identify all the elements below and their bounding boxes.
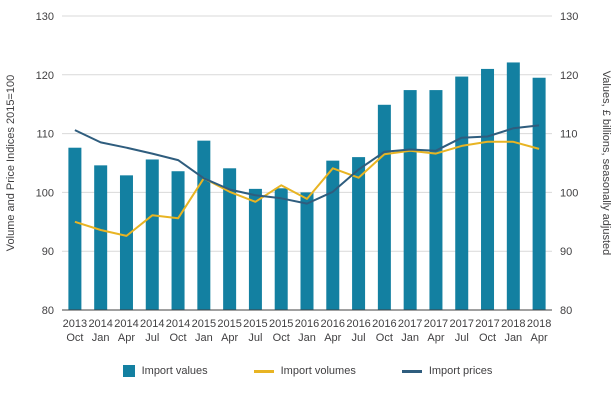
x-tick-month: Apr: [324, 332, 341, 344]
legend-label-import-prices: Import prices: [428, 365, 493, 377]
line-import-volumes: [74, 140, 540, 237]
x-tick-year: 2014: [88, 318, 112, 330]
bar-import-values: [197, 140, 211, 310]
y-tick-label-right: 120: [560, 70, 578, 82]
legend-item-import-prices: Import prices: [401, 365, 493, 377]
chart-legend: Import values Import volumes Import pric…: [0, 365, 615, 377]
x-tick-month: Oct: [479, 332, 496, 344]
x-tick-year: 2018: [527, 318, 551, 330]
x-tick-month: Oct: [273, 332, 290, 344]
legend-item-import-volumes: Import volumes: [253, 365, 356, 377]
x-tick-year: 2015: [217, 318, 241, 330]
x-tick-month: Oct: [376, 332, 393, 344]
bar-import-values: [532, 77, 546, 311]
y-tick-label-left: 110: [36, 129, 54, 141]
bar-import-values: [403, 90, 417, 310]
x-tick-year: 2017: [475, 318, 499, 330]
y-tick-label-left: 100: [36, 187, 54, 199]
x-tick-year: 2017: [398, 318, 422, 330]
x-tick-month: Jul: [455, 332, 469, 344]
bar-import-values: [506, 62, 520, 311]
x-tick-year: 2014: [140, 318, 164, 330]
bar-import-values: [352, 157, 366, 310]
x-tick-month: Oct: [66, 332, 83, 344]
x-tick-year: 2016: [372, 318, 396, 330]
x-tick-month: Apr: [118, 332, 135, 344]
bar-import-values: [274, 188, 288, 310]
y-tick-label-right: 100: [560, 187, 578, 199]
y-tick-label-left: 130: [36, 11, 54, 23]
bar-import-values: [300, 192, 314, 310]
x-tick-year: 2017: [424, 318, 448, 330]
bar-import-values: [223, 168, 237, 310]
x-tick-year: 2016: [321, 318, 345, 330]
x-tick-month: Jul: [145, 332, 159, 344]
x-tick-month: Jul: [352, 332, 366, 344]
bar-import-values: [455, 76, 469, 311]
y-tick-label-left: 80: [42, 305, 54, 317]
y-tick-label-left: 90: [42, 246, 54, 258]
import-values-swatch-icon: [122, 365, 135, 377]
x-tick-month: Apr: [221, 332, 238, 344]
x-tick-year: 2013: [63, 318, 87, 330]
x-tick-month: Jan: [401, 332, 419, 344]
bar-import-values: [377, 104, 391, 311]
legend-item-import-values: Import values: [122, 365, 208, 377]
y-tick-label-right: 80: [560, 305, 572, 317]
bar-import-values: [94, 165, 108, 310]
x-tick-year: 2016: [346, 318, 370, 330]
x-tick-month: Jan: [504, 332, 522, 344]
bar-import-values: [119, 175, 133, 310]
x-tick-month: Jan: [92, 332, 110, 344]
legend-label-import-volumes: Import volumes: [280, 365, 356, 377]
bar-import-values: [429, 90, 443, 310]
x-tick-year: 2015: [192, 318, 216, 330]
left-axis-title: Volume and Price Indices 2015=100: [5, 75, 17, 251]
x-tick-month: Apr: [531, 332, 548, 344]
x-tick-month: Oct: [169, 332, 186, 344]
x-tick-month: Apr: [427, 332, 444, 344]
import-indices-chart: Volume and Price Indices 2015=100 Values…: [5, 11, 612, 344]
legend-label-import-values: Import values: [141, 365, 208, 377]
x-tick-year: 2017: [449, 318, 473, 330]
bar-import-values: [248, 188, 262, 310]
bar-import-values: [481, 68, 495, 310]
x-tick-year: 2015: [243, 318, 267, 330]
bar-import-values: [326, 160, 340, 310]
x-tick-year: 2015: [269, 318, 293, 330]
bar-import-values: [145, 159, 159, 310]
y-tick-label-right: 90: [560, 246, 572, 258]
y-tick-label-right: 130: [560, 11, 578, 23]
plot-area: 80 80 90 90 100 100 110 110 120 120 130 130 2013 Oct 2…: [36, 11, 579, 344]
y-tick-label-right: 110: [560, 129, 578, 141]
line-import-prices: [74, 124, 540, 205]
x-tick-month: Jul: [248, 332, 262, 344]
y-tick-label-left: 120: [36, 70, 54, 82]
x-tick-month: Jan: [195, 332, 213, 344]
import-volumes-line-icon: [253, 369, 274, 373]
right-axis-title: Values, £ billions, seasonally adjusted: [600, 71, 612, 255]
x-tick-year: 2014: [166, 318, 190, 330]
import-prices-line-icon: [401, 369, 422, 373]
bar-import-values: [68, 147, 82, 310]
x-tick-year: 2014: [114, 318, 138, 330]
x-tick-month: Jan: [298, 332, 316, 344]
bar-import-values: [171, 171, 185, 310]
x-tick-year: 2018: [501, 318, 525, 330]
x-tick-year: 2016: [295, 318, 319, 330]
